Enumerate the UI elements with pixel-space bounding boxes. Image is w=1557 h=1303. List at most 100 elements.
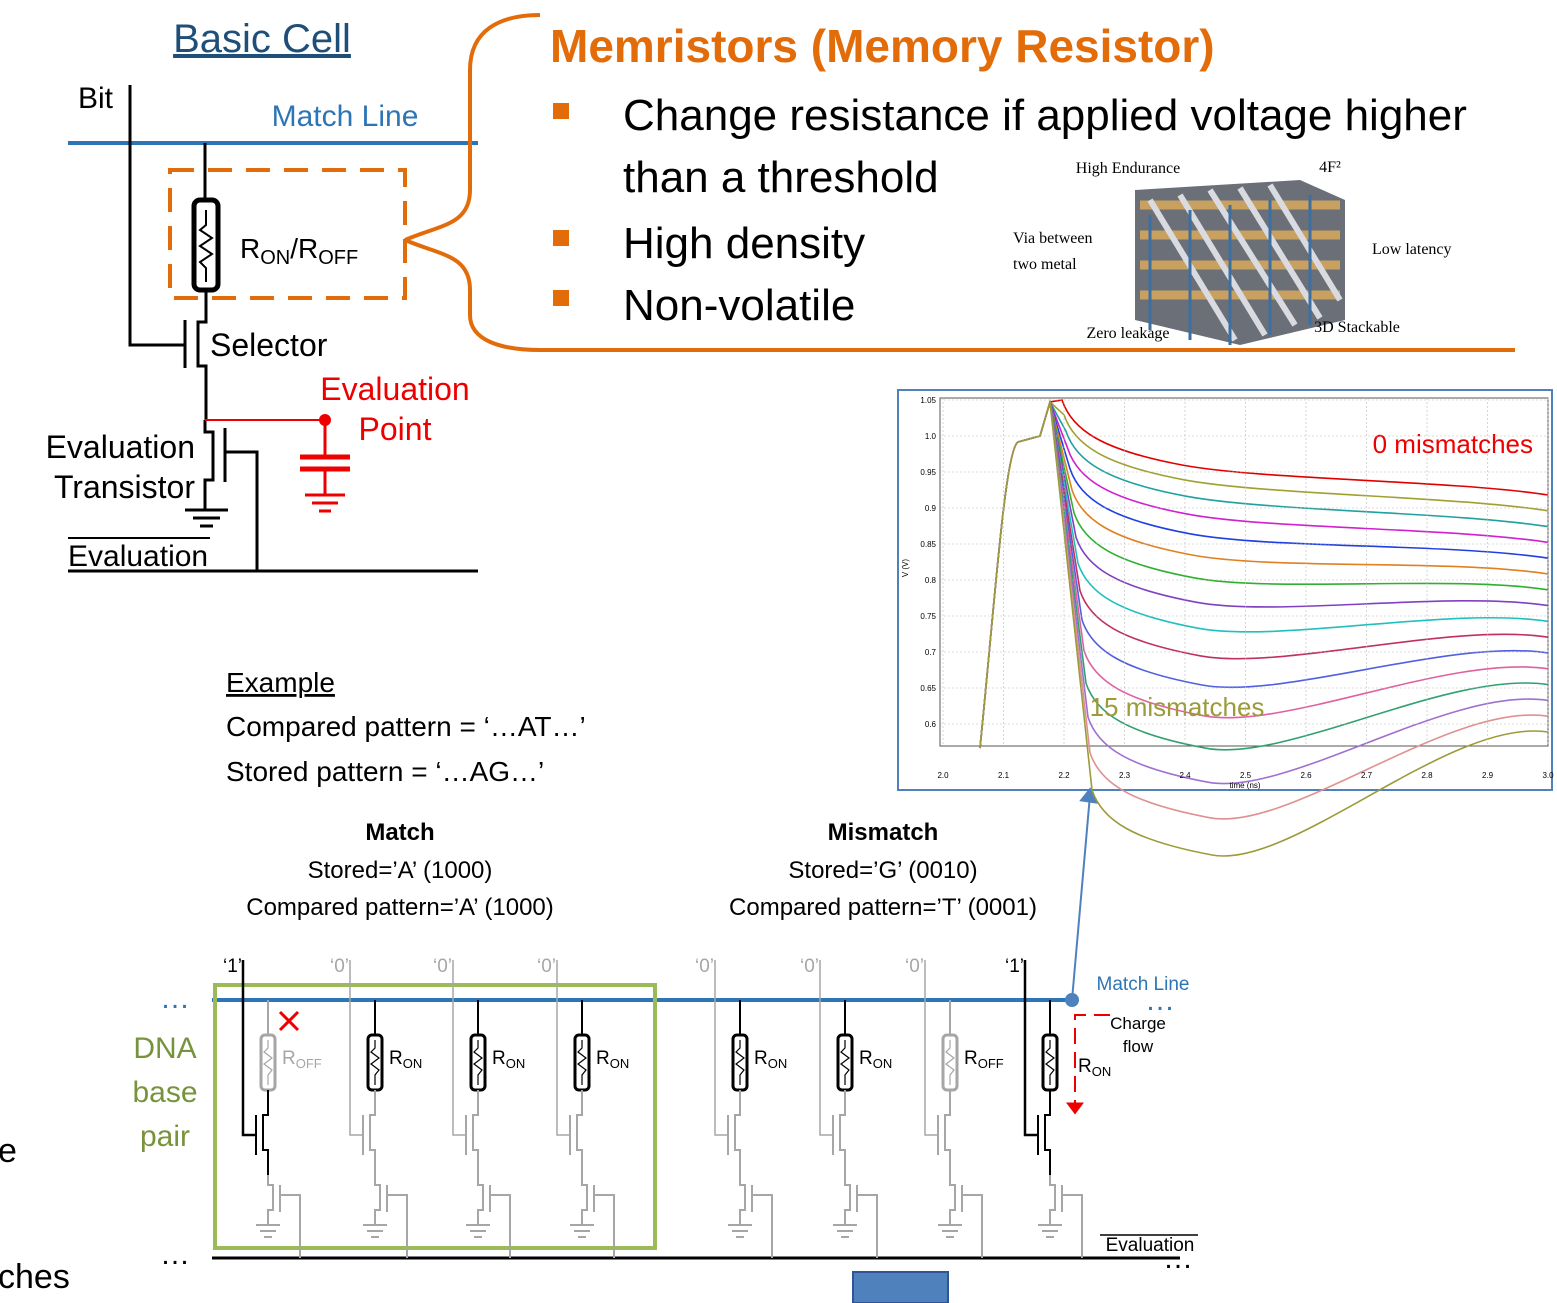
x-tick-label: 2.0 <box>937 771 949 780</box>
eval-transistor <box>268 1175 273 1225</box>
memristor-zigzag <box>264 1040 272 1085</box>
example-title: Example <box>226 667 335 698</box>
y-tick-label: 0.85 <box>920 540 936 549</box>
sub: OFF <box>296 1056 322 1071</box>
eval-transistor <box>375 1175 380 1225</box>
bit-label: ‘0’ <box>330 956 349 977</box>
resistor-label: ROFF <box>282 1048 322 1071</box>
bullet: Non-volatile <box>623 281 855 330</box>
mismatch-title: Mismatch <box>828 819 939 846</box>
eval-transistor <box>1050 1175 1055 1225</box>
eval-transistor <box>950 1175 955 1225</box>
memristor-title: Memristors (Memory Resistor) <box>550 20 1215 72</box>
sub: ON <box>260 247 290 269</box>
bit-line <box>820 960 833 1135</box>
ground <box>466 1225 490 1237</box>
label-top: 0 mismatches <box>1373 429 1533 459</box>
eval-wire <box>752 1195 772 1258</box>
page: ‘1’ROFF‘0’RON‘0’RON‘0’RON‘0’RON‘0’RON‘0’… <box>0 0 1557 1303</box>
sub: ON <box>403 1056 423 1071</box>
eval-wire <box>1062 1195 1082 1258</box>
x-tick-label: 2.8 <box>1421 771 1433 780</box>
fig-label: 3D Stackable <box>1314 319 1400 336</box>
y-tick-label: 0.95 <box>920 468 936 477</box>
fig-label: two metal <box>1013 256 1077 273</box>
curve <box>980 402 1548 784</box>
x-tick-label: 2.2 <box>1058 771 1070 780</box>
y-tick-label: 0.9 <box>925 504 937 513</box>
match-line: Stored=’A’ (1000) <box>308 857 493 884</box>
ground <box>570 1225 594 1237</box>
match-title: Match <box>365 819 434 846</box>
ellipsis: … <box>1145 984 1175 1017</box>
fig-label: Low latency <box>1372 241 1452 258</box>
eval-transistor: Transistor <box>54 469 195 505</box>
r: R <box>596 1048 610 1069</box>
evaluation-label: Evaluation <box>68 540 208 573</box>
ellipsis: … <box>160 982 190 1015</box>
ground <box>1038 1225 1062 1237</box>
r: R <box>754 1048 768 1069</box>
cut-text: e <box>0 1132 17 1170</box>
selector <box>840 1090 845 1175</box>
memristor-zigzag <box>371 1040 379 1085</box>
memristor-zigzag <box>946 1040 954 1085</box>
selector <box>370 1090 375 1175</box>
y-tick-label: 0.8 <box>925 576 937 585</box>
bit-line <box>715 960 728 1135</box>
selector <box>945 1090 950 1175</box>
fig-label: 4F² <box>1319 159 1341 176</box>
mismatch-line: Stored=’G’ (0010) <box>788 857 977 884</box>
ground <box>363 1225 387 1237</box>
fig-label: Via between <box>1013 230 1092 247</box>
x-tick-label: 2.3 <box>1119 771 1131 780</box>
x-tick-label: 2.1 <box>998 771 1010 780</box>
sub: ON <box>768 1056 788 1071</box>
bit-line <box>1025 960 1038 1135</box>
x-tick-label: 2.4 <box>1179 771 1191 780</box>
x-tick-label: 2.6 <box>1300 771 1312 780</box>
resistor-label: RON <box>492 1048 525 1071</box>
bit-line <box>925 960 938 1135</box>
x-tick-label: 3.0 <box>1542 771 1554 780</box>
eval-wire <box>962 1195 982 1258</box>
y-tick-label: 0.6 <box>925 720 937 729</box>
bit-label: ‘0’ <box>695 956 714 977</box>
r: R <box>964 1048 978 1069</box>
resistor-label: RON <box>754 1048 787 1071</box>
selector <box>263 1090 268 1175</box>
r: R <box>389 1048 403 1069</box>
ellipsis: … <box>160 1238 190 1271</box>
sub: OFF <box>978 1056 1004 1071</box>
r: R <box>298 233 318 264</box>
match-line: Compared pattern=’A’ (1000) <box>246 894 554 921</box>
array-match-line: Match Line <box>1097 974 1190 995</box>
sub: OFF <box>318 247 358 269</box>
r: R <box>492 1048 506 1069</box>
ground <box>256 1225 280 1237</box>
charge-flow: flow <box>1123 1037 1154 1056</box>
y-tick-label: 1.05 <box>920 396 936 405</box>
match-line-label: Match Line <box>272 100 419 133</box>
memristor-zigzag <box>841 1040 849 1085</box>
bit-label: ‘1’ <box>223 956 242 977</box>
x-tick-label: 2.9 <box>1482 771 1494 780</box>
x-tick-label: 2.5 <box>1240 771 1252 780</box>
bit-label: Bit <box>78 82 114 115</box>
x-label: time (ns) <box>1229 781 1260 790</box>
bullet: Change resistance if applied voltage hig… <box>623 91 1467 140</box>
sub: ON <box>873 1056 893 1071</box>
resistor-label: RON <box>389 1048 422 1071</box>
eval-transistor <box>478 1175 483 1225</box>
bit-label: ‘0’ <box>537 956 556 977</box>
bullet: than a threshold <box>623 153 939 202</box>
sub: ON <box>610 1056 630 1071</box>
y-tick-label: 0.65 <box>920 684 936 693</box>
bullet: High density <box>623 219 865 268</box>
eval-transistor: Evaluation <box>46 429 195 465</box>
eval-point: Evaluation <box>320 371 469 407</box>
example-line: Stored pattern = ‘…AG…’ <box>226 756 544 787</box>
selector-label: Selector <box>210 327 328 363</box>
r: R <box>1078 1056 1092 1077</box>
memristor-zigzag <box>1046 1040 1054 1085</box>
